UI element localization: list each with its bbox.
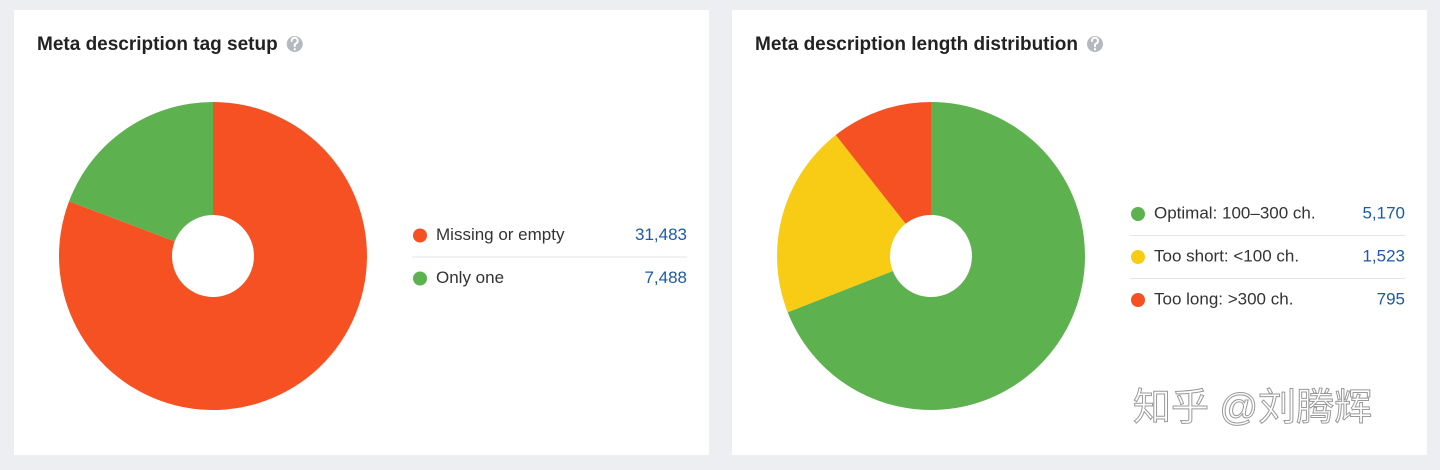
- legend-dot: [413, 228, 427, 243]
- legend-value: 31,483: [635, 225, 687, 244]
- legend-dot: [1131, 293, 1145, 307]
- help-glyph: [1091, 36, 1099, 51]
- legend-dot: [413, 271, 427, 286]
- legend-dot: [1131, 250, 1145, 264]
- legend-value: 7,488: [644, 268, 687, 287]
- pie-slice: [835, 102, 931, 224]
- watermark: 知乎 @刘腾辉: [1133, 387, 1372, 429]
- legend-label: Too long: >300 ch.: [1154, 289, 1293, 308]
- legend-value: 5,170: [1362, 203, 1405, 222]
- legend-label: Only one: [436, 268, 504, 287]
- pie-slice: [787, 102, 1085, 410]
- pie-slice: [69, 102, 214, 242]
- pie-slice: [777, 135, 906, 313]
- chart-title: Meta description length distribution: [755, 34, 1078, 55]
- legend-value: 1,523: [1362, 246, 1405, 265]
- pie-slice: [58, 102, 367, 410]
- legend-label: Too short: <100 ch.: [1154, 246, 1299, 265]
- legend-label: Missing or empty: [436, 225, 565, 244]
- help-glyph: [290, 36, 299, 51]
- legend-label: Optimal: 100–300 ch.: [1154, 203, 1316, 222]
- legend-dot: [1131, 207, 1145, 221]
- chart-title: Meta description tag setup: [37, 34, 278, 55]
- legend-value: 795: [1377, 289, 1405, 308]
